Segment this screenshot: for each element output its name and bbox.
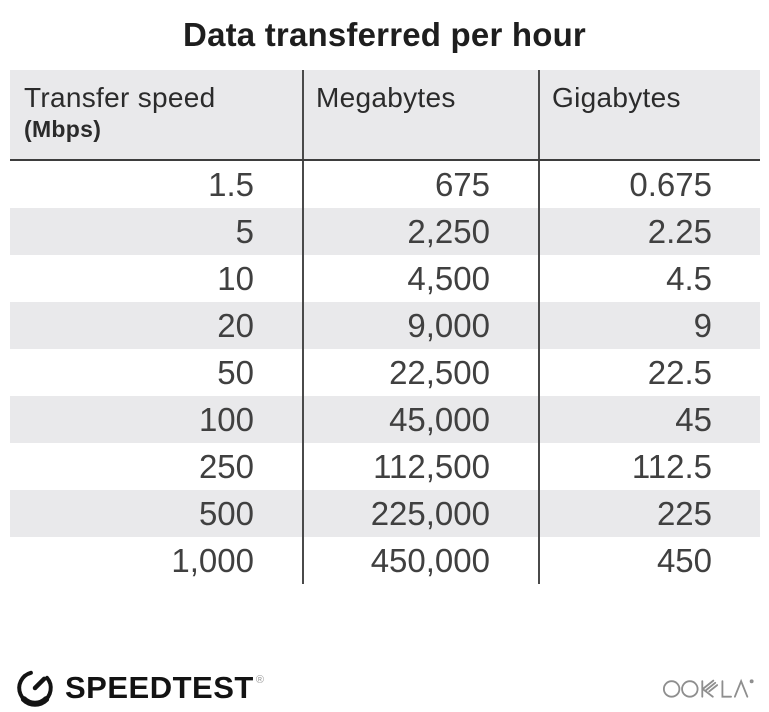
table-cell: 20 [217, 307, 254, 344]
table-cell: 250 [198, 448, 254, 485]
table-row: 50 22,500 22.5 [10, 349, 760, 396]
table-cell: 22.5 [538, 349, 760, 396]
table-cell: 45,000 [302, 396, 538, 443]
table-cell: 1,000 [171, 542, 254, 579]
data-table: Transfer speed (Mbps) Megabytes Gigabyte… [10, 70, 760, 584]
footer: SPEEDTEST ® OOKLA [14, 665, 755, 711]
table-cell: 112.5 [538, 443, 760, 490]
table-cell: 0.675 [538, 161, 760, 208]
page-title: Data transferred per hour [183, 16, 586, 53]
table-cell: 450 [538, 537, 760, 584]
table-cell: 4.5 [538, 255, 760, 302]
table-body: 1.5 675 0.675 5 2,250 2.25 10 4,500 4.5 20 9,000 9 5… [10, 161, 760, 584]
table-cell: 45 [538, 396, 760, 443]
table-cell: 100 [198, 401, 254, 438]
table-cell: 2.25 [538, 208, 760, 255]
table-cell: 225,000 [302, 490, 538, 537]
table-cell: 9 [538, 302, 760, 349]
table-row: 1.5 675 0.675 [10, 161, 760, 208]
column-header-sublabel: (Mbps) [24, 116, 102, 142]
column-header-transfer-speed: Transfer speed (Mbps) [10, 70, 302, 159]
table-cell: 675 [302, 161, 538, 208]
table-cell: 50 [217, 354, 254, 391]
speedtest-gauge-icon [17, 670, 53, 707]
table-row: 5 2,250 2.25 [10, 208, 760, 255]
table-row: 1,000 450,000 450 [10, 537, 760, 584]
table-cell: 22,500 [302, 349, 538, 396]
registered-trademark-symbol: ® [255, 674, 264, 686]
table-cell: 4,500 [302, 255, 538, 302]
table-cell: 2,250 [302, 208, 538, 255]
table-cell: 5 [235, 213, 254, 250]
speedtest-logo: SPEEDTEST ® [14, 667, 264, 709]
table-header-row: Transfer speed (Mbps) Megabytes Gigabyte… [10, 70, 760, 161]
column-header-megabytes: Megabytes [302, 70, 538, 159]
table-cell: 1.5 [208, 166, 254, 203]
column-header-label: Transfer speed [24, 82, 216, 113]
table-cell: 500 [198, 495, 254, 532]
table-row: 10 4,500 4.5 [10, 255, 760, 302]
table-cell: 9,000 [302, 302, 538, 349]
table-row: 100 45,000 45 [10, 396, 760, 443]
table-cell: 225 [538, 490, 760, 537]
ookla-logo: OOKLA [663, 675, 755, 701]
table-cell: 450,000 [302, 537, 538, 584]
speedtest-wordmark: SPEEDTEST [65, 670, 254, 705]
infographic-page: Data transferred per hour Transfer speed… [0, 14, 769, 707]
column-header-label: Megabytes [316, 82, 456, 113]
table-row: 250 112,500 112.5 [10, 443, 760, 490]
column-header-gigabytes: Gigabytes [538, 70, 760, 159]
column-header-label: Gigabytes [552, 82, 681, 113]
table-row: 20 9,000 9 [10, 302, 760, 349]
table-cell: 112,500 [302, 443, 538, 490]
table-row: 500 225,000 225 [10, 490, 760, 537]
ookla-wordmark-icon [663, 678, 754, 698]
table-cell: 10 [217, 260, 254, 297]
